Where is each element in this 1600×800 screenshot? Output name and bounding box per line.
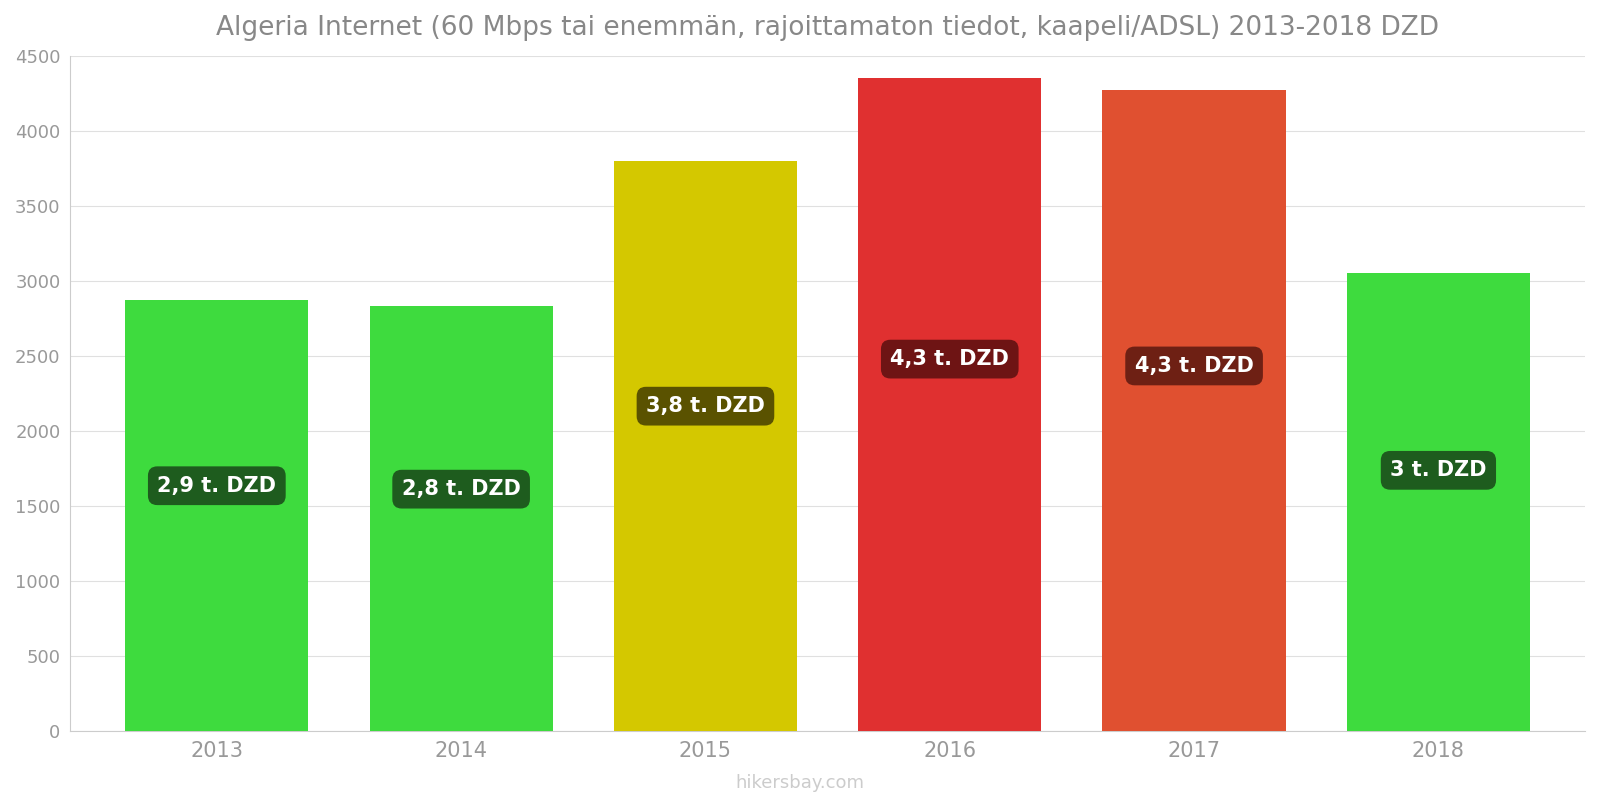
Bar xyxy=(125,301,309,731)
Bar xyxy=(370,306,552,731)
Bar xyxy=(1347,274,1530,731)
Bar xyxy=(1102,90,1286,731)
Text: 3 t. DZD: 3 t. DZD xyxy=(1390,460,1486,480)
Text: 3,8 t. DZD: 3,8 t. DZD xyxy=(646,396,765,416)
Text: 4,3 t. DZD: 4,3 t. DZD xyxy=(890,349,1010,369)
Text: 2,8 t. DZD: 2,8 t. DZD xyxy=(402,479,520,499)
Bar xyxy=(614,161,797,731)
Bar xyxy=(858,78,1042,731)
Text: 2,9 t. DZD: 2,9 t. DZD xyxy=(157,476,277,496)
Text: 4,3 t. DZD: 4,3 t. DZD xyxy=(1134,356,1253,376)
Title: Algeria Internet (60 Mbps tai enemmän, rajoittamaton tiedot, kaapeli/ADSL) 2013-: Algeria Internet (60 Mbps tai enemmän, r… xyxy=(216,15,1438,41)
Text: hikersbay.com: hikersbay.com xyxy=(736,774,864,792)
